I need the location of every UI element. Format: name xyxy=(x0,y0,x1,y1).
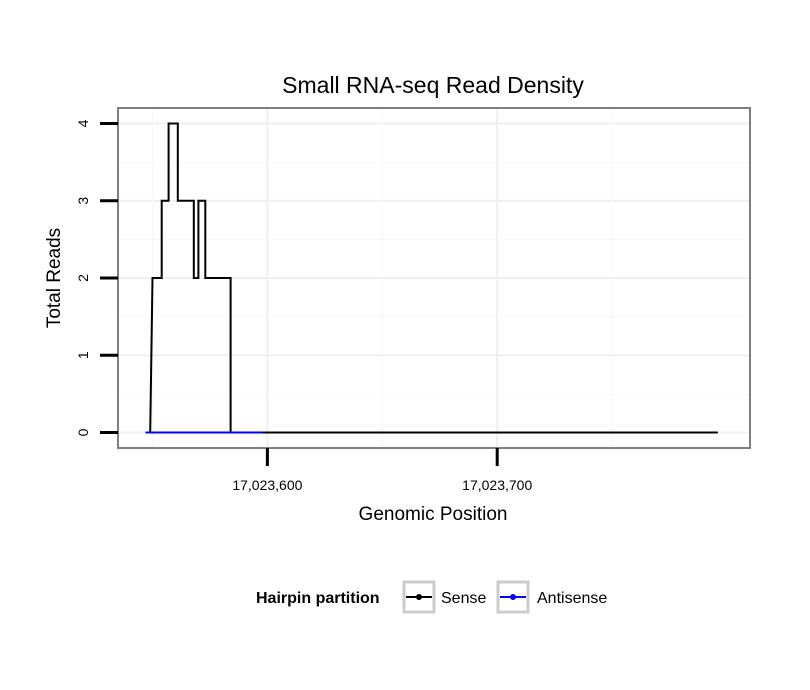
chart-title: Small RNA-seq Read Density xyxy=(282,72,584,98)
y-tick-label: 0 xyxy=(75,428,91,436)
y-tick-label: 2 xyxy=(75,274,91,282)
y-axis-title: Total Reads xyxy=(44,228,65,328)
series-line-sense xyxy=(145,122,718,434)
legend-title: Hairpin partition xyxy=(256,590,380,607)
y-tick-label: 1 xyxy=(75,351,91,359)
x-tick-label: 17,023,600 xyxy=(232,477,302,493)
x-tick-label: 17,023,700 xyxy=(462,477,532,493)
legend-key-antisense xyxy=(496,580,530,614)
legend: Hairpin partition Sense Antisense xyxy=(256,580,607,614)
x-axis: 17,023,600 17,023,700 xyxy=(232,448,532,493)
legend-marker-sense xyxy=(416,594,422,600)
legend-key-sense xyxy=(402,580,436,614)
y-tick-label: 4 xyxy=(75,119,91,127)
legend-item-sense: Sense xyxy=(402,580,486,614)
x-axis-title: Genomic Position xyxy=(359,504,508,525)
y-tick-label: 3 xyxy=(75,197,91,205)
series-lines xyxy=(145,122,718,434)
legend-label-sense: Sense xyxy=(441,590,486,607)
legend-label-antisense: Antisense xyxy=(537,590,607,607)
grid-lines xyxy=(118,108,750,448)
legend-item-antisense: Antisense xyxy=(496,580,607,614)
y-axis: 0 1 2 3 4 xyxy=(75,119,118,436)
legend-marker-antisense xyxy=(510,594,516,600)
